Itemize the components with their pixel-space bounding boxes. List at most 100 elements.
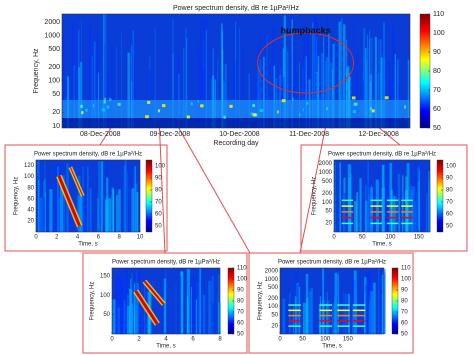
plot-frame (35, 159, 141, 233)
spectrogram-texture (80, 104, 83, 108)
colorbar-tick-label: 50 (155, 224, 162, 230)
spectrogram-texture (419, 170, 421, 232)
x-tick-label: 11-Dec-2008 (289, 131, 329, 138)
spectrogram-texture (264, 34, 267, 128)
call-trace (370, 222, 382, 225)
spectrogram-texture (404, 105, 406, 109)
colorbar-tick-label: 80 (446, 188, 453, 194)
spectrogram-texture (273, 65, 276, 128)
colorbar-tick-label: 100 (446, 164, 457, 170)
spectrogram-texture (326, 303, 328, 334)
spectrogram-texture (120, 279, 123, 334)
spectrogram-texture (191, 287, 192, 334)
x-tick-label: 0 (34, 235, 38, 241)
spectrogram-texture (286, 48, 288, 128)
spectrogram-texture (359, 178, 362, 232)
spectrogram-texture (361, 291, 364, 334)
colorbar-tick-label: 80 (155, 188, 162, 194)
x-tick-label: 10 (137, 235, 144, 241)
y-tick-label: 2000 (44, 19, 60, 26)
y-tick-label: 20 (271, 323, 278, 329)
spectrogram-texture (298, 113, 301, 117)
spectrogram-texture (391, 198, 393, 232)
x-tick-label: 100 (320, 337, 331, 343)
spectrogram-texture (123, 164, 127, 232)
spectrogram-texture (89, 187, 92, 232)
spectrogram-texture (428, 171, 430, 232)
spectrogram-texture (353, 24, 355, 129)
spectrogram-texture (60, 177, 64, 232)
spectrogram-texture (353, 279, 356, 334)
call-trace (319, 314, 332, 317)
spectrogram-texture (127, 294, 129, 334)
spectrogram-texture (115, 46, 117, 128)
y-tick-label: 100 (268, 304, 279, 310)
spectrogram-texture (117, 102, 121, 106)
panel: 20 40 60 80 100 120 0 2 4 6 8 10 Power spectrum dens… (14, 152, 166, 248)
spectrogram-texture (105, 14, 107, 128)
y-tick-label: 500 (268, 285, 279, 291)
y-tick-label: 2000 (319, 161, 333, 167)
spectrogram-texture (308, 291, 312, 334)
spectrogram-texture (306, 297, 309, 334)
spectrogram-texture (96, 32, 99, 128)
spectrogram-texture (77, 196, 80, 232)
y-tick-label: 100 (48, 78, 60, 85)
spectrogram-texture (129, 288, 132, 334)
spectrogram-texture (380, 57, 383, 128)
spectrogram-texture (281, 44, 283, 128)
call-trace (337, 304, 350, 306)
panel: 10 20 50 100 200 500 1000 2000 08-Dec-2008 09-Dec… (33, 5, 445, 147)
spectrogram-texture (391, 25, 394, 129)
spectrogram-texture (103, 14, 105, 128)
spectrogram-texture (186, 268, 191, 334)
spectrogram-texture (137, 283, 139, 334)
spectrogram-texture (356, 192, 359, 232)
spectrogram-texture (113, 189, 114, 232)
spectrogram-texture (365, 285, 368, 334)
spectrogram-texture (130, 44, 132, 128)
spectrogram-texture (197, 41, 199, 128)
spectrogram-texture (283, 15, 286, 128)
spectrogram-texture (299, 62, 300, 129)
spectrogram-texture (185, 27, 187, 128)
spectrogram-texture (85, 108, 88, 112)
spectrogram-texture (89, 19, 91, 128)
spectrogram-texture (396, 59, 400, 128)
spectrogram-texture (252, 104, 256, 108)
y-tick-label: 20 (52, 109, 60, 116)
spectrogram-texture (179, 275, 182, 334)
spectrogram-texture (351, 304, 354, 334)
spectrogram-texture (407, 57, 409, 129)
colorbar-tick-label: 90 (237, 288, 244, 294)
spectrogram-texture (326, 300, 330, 334)
panel: 50 100 150 0 2 4 6 8 Power spectrum density, dB … (90, 260, 248, 350)
spectrogram-texture (343, 24, 346, 128)
spectrogram-texture (282, 298, 286, 334)
spectrogram-texture (323, 36, 325, 128)
spectrogram-texture (200, 18, 202, 128)
call-trace (370, 211, 382, 213)
x-tick-label: 10-Dec-2008 (219, 131, 260, 138)
spectrogram-texture (334, 162, 337, 232)
spectrogram-texture (401, 198, 403, 232)
x-tick-label: 2 (137, 337, 141, 343)
call-trace (386, 222, 399, 225)
spectrogram-texture (92, 104, 95, 108)
spectrogram-texture (76, 27, 78, 128)
spectrogram-texture (352, 110, 357, 114)
spectrogram-texture (89, 24, 91, 129)
colorbar-tick-label: 100 (401, 277, 412, 283)
call-trace (288, 320, 301, 322)
y-tick-label: 10 (52, 123, 60, 130)
spectrogram-texture (281, 99, 286, 103)
call-trace (352, 320, 366, 322)
spectrogram-texture (126, 306, 130, 334)
spectrogram-texture (393, 26, 395, 129)
spectrogram-texture (326, 292, 328, 334)
spectrogram-texture (302, 302, 307, 334)
spectrogram-texture (405, 176, 408, 232)
annotation: humpbacks (281, 25, 331, 35)
spectrogram-texture (397, 173, 401, 232)
spectrogram-texture (239, 28, 240, 128)
